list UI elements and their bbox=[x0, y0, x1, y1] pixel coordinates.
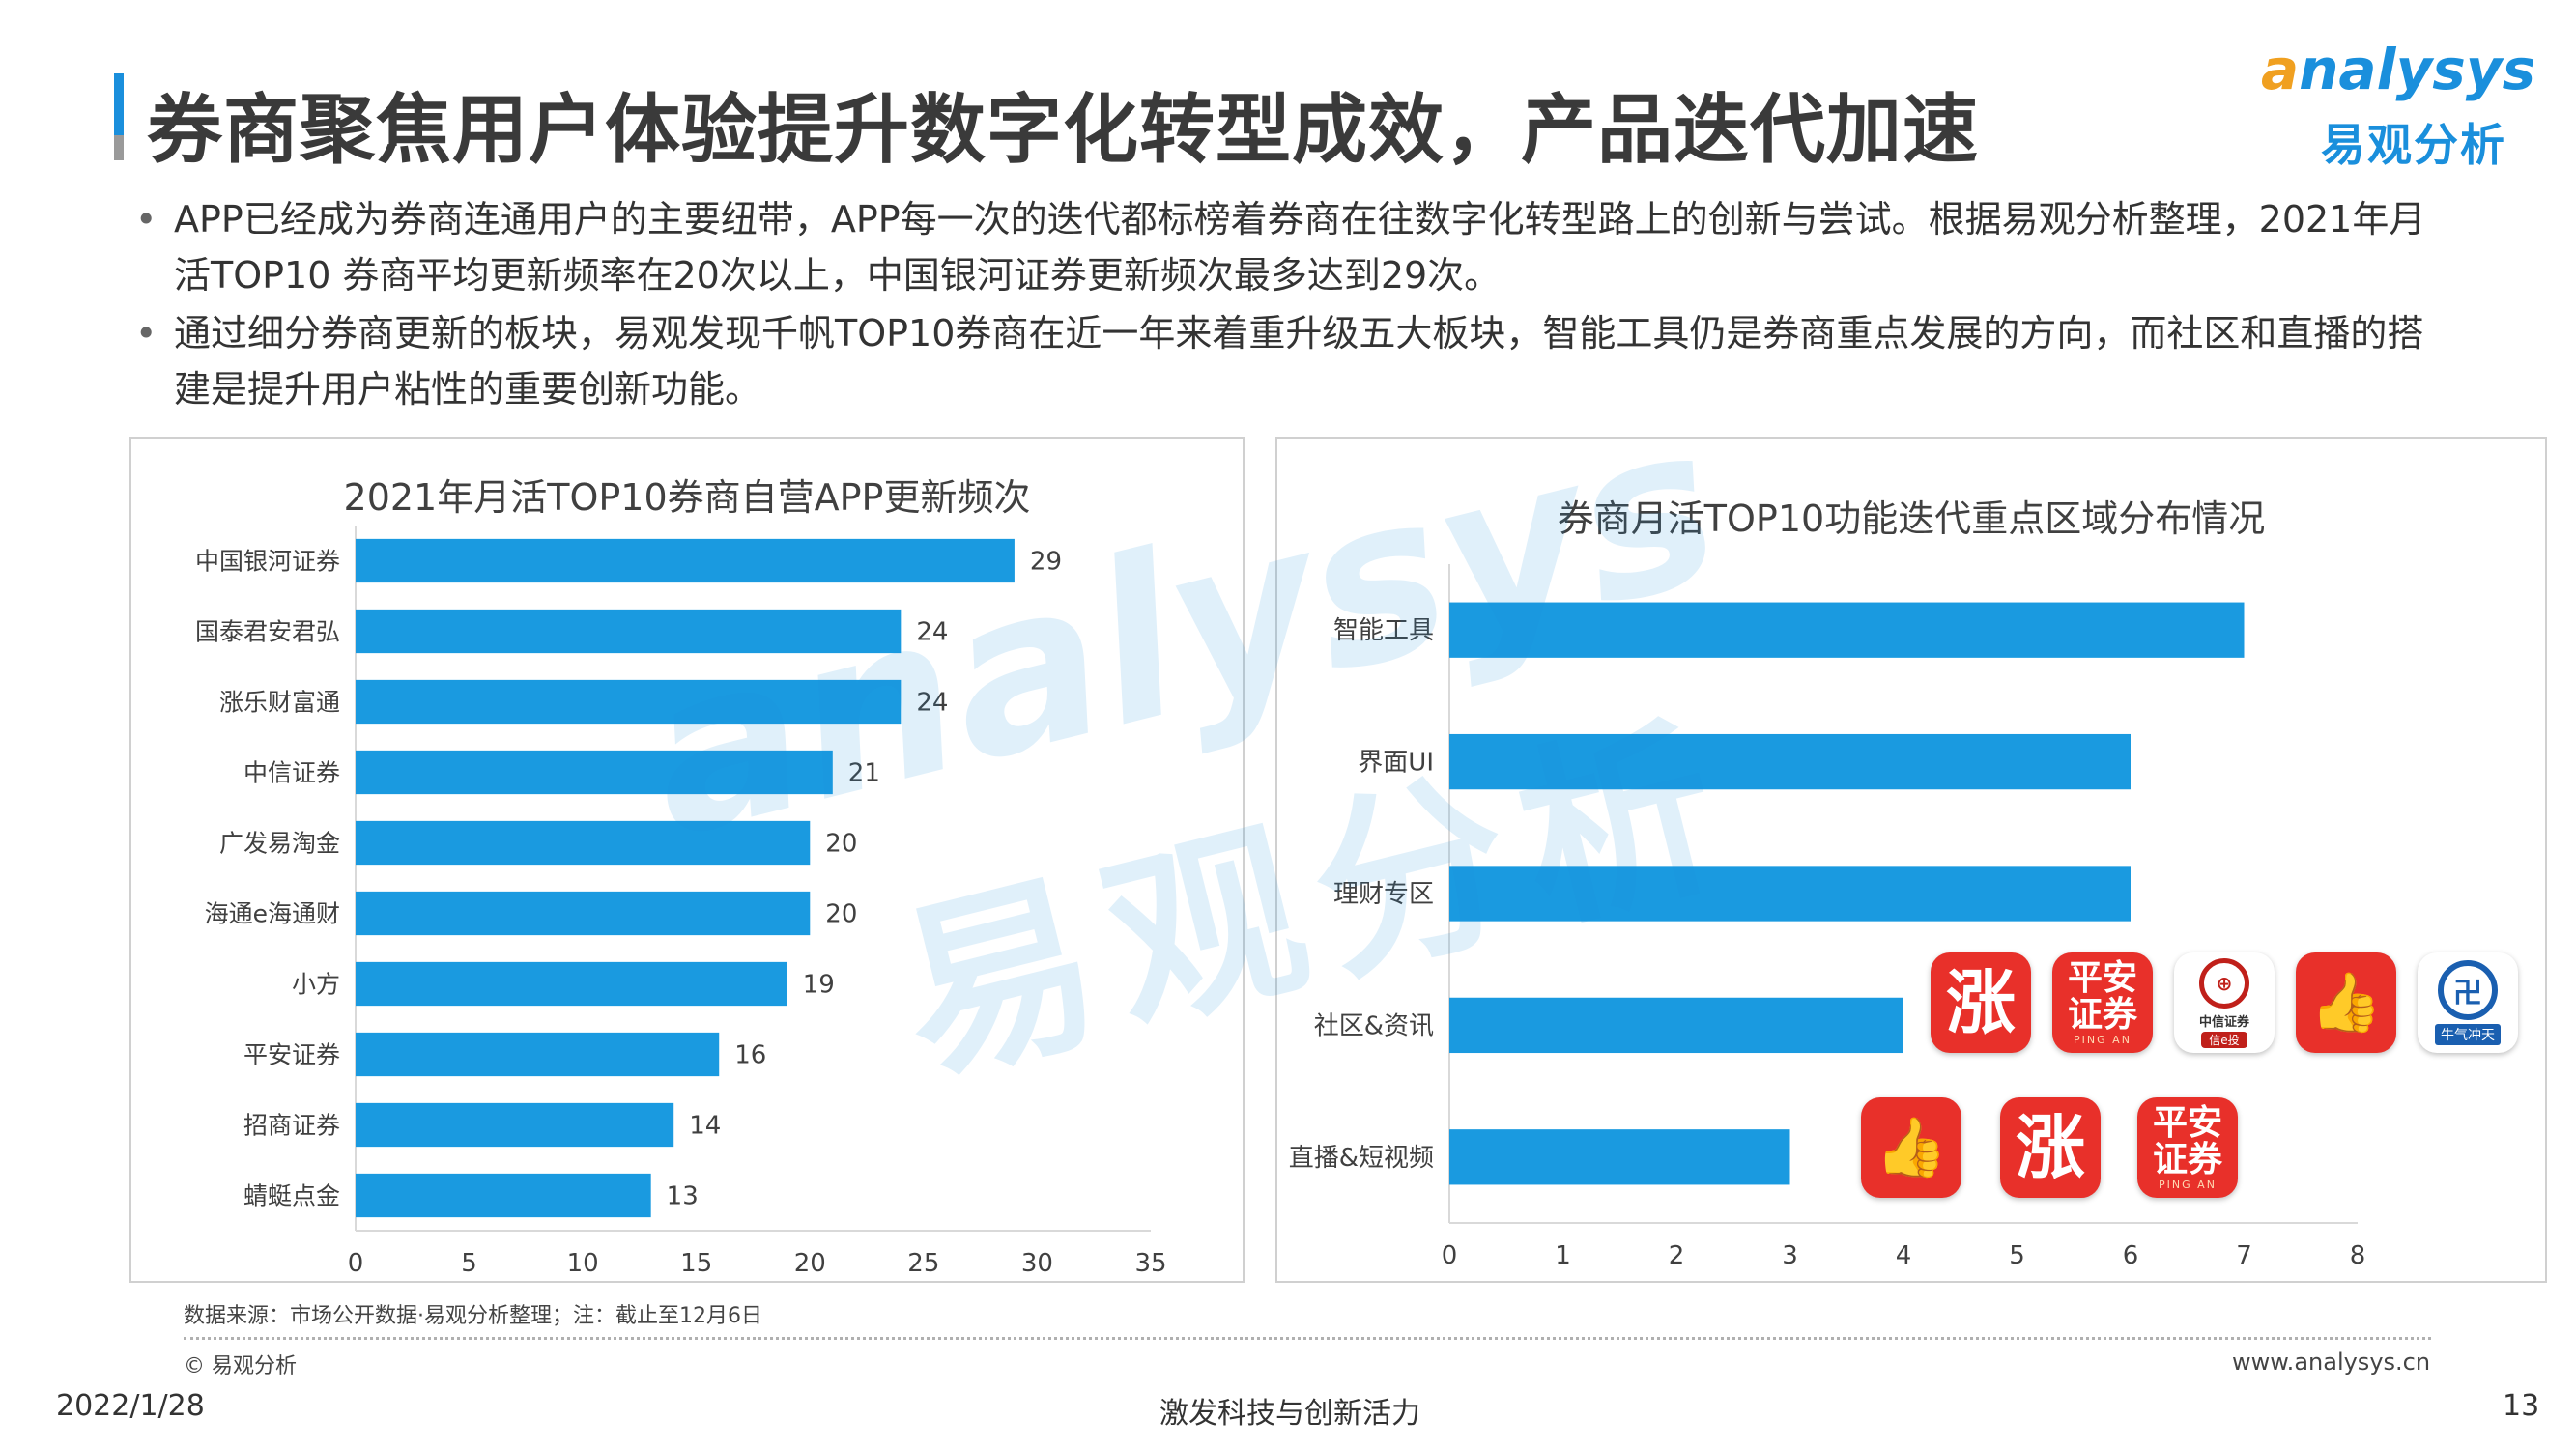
category-label: 国泰君安君弘 bbox=[195, 618, 340, 646]
bar bbox=[356, 961, 787, 1007]
category-label: 直播&短视频 bbox=[1289, 1144, 1434, 1173]
bar bbox=[356, 750, 833, 795]
category-label: 蜻蜓点金 bbox=[243, 1182, 340, 1210]
category-label: 小方 bbox=[292, 971, 340, 999]
bar bbox=[356, 820, 811, 866]
bullet-list: APP已经成为券商连通用户的主要纽带，APP每一次的迭代都标榜着券商在往数字化转… bbox=[135, 191, 2435, 419]
category-label: 海通e海通财 bbox=[205, 900, 340, 928]
page-number: 13 bbox=[2503, 1389, 2540, 1423]
divider bbox=[184, 1337, 2431, 1340]
website-link: www.analysys.cn bbox=[2232, 1349, 2431, 1376]
category-label: 广发易淘金 bbox=[219, 830, 340, 858]
footer-date: 2022/1/28 bbox=[56, 1389, 205, 1423]
tick-label: 5 bbox=[2009, 1241, 2025, 1270]
chart-panel-update-frequency: 2021年月活TOP10券商自营APP更新频次 中国银河证券 29 国泰君安君弘 24… bbox=[129, 437, 1245, 1283]
bullet-item: APP已经成为券商连通用户的主要纽带，APP每一次的迭代都标榜着券商在往数字化转… bbox=[135, 191, 2435, 303]
bar bbox=[356, 538, 1015, 583]
tick-label: 8 bbox=[2350, 1241, 2366, 1270]
data-source: 数据来源：市场公开数据·易观分析整理；注：截止至12月6日 bbox=[184, 1304, 762, 1328]
category-label: 中信证券 bbox=[243, 759, 340, 787]
analysys-logo: analysys 易观分析 bbox=[2261, 37, 2536, 172]
citic-icon: ⊕ 中信证券 信e投 bbox=[2174, 952, 2275, 1053]
bar bbox=[1449, 602, 2245, 658]
tick-label: 3 bbox=[1782, 1241, 1798, 1270]
data-label: 21 bbox=[848, 759, 880, 788]
huaxi-icon: 卍 牛气冲天 bbox=[2418, 952, 2518, 1053]
title-accent-bar bbox=[114, 73, 124, 160]
data-label: 19 bbox=[803, 971, 835, 1000]
tick-label: 0 bbox=[348, 1249, 364, 1278]
category-label: 涨乐财富通 bbox=[219, 689, 340, 717]
page-title: 券商聚焦用户体验提升数字化转型成效，产品迭代加速 bbox=[147, 87, 1980, 174]
bar bbox=[1449, 866, 2131, 922]
category-label: 招商证券 bbox=[243, 1112, 340, 1140]
category-label: 社区&资讯 bbox=[1314, 1011, 1434, 1040]
bar bbox=[1449, 733, 2131, 790]
bar bbox=[356, 1102, 674, 1148]
category-label: 理财专区 bbox=[1333, 880, 1434, 909]
tick-label: 30 bbox=[1021, 1249, 1053, 1278]
tick-label: 15 bbox=[680, 1249, 712, 1278]
bar bbox=[356, 609, 902, 654]
bar bbox=[356, 1032, 720, 1077]
tick-label: 10 bbox=[567, 1249, 599, 1278]
category-label: 智能工具 bbox=[1333, 616, 1434, 645]
bar bbox=[356, 1173, 651, 1218]
chart-title: 2021年月活TOP10券商自营APP更新频次 bbox=[343, 476, 1031, 519]
tick-label: 2 bbox=[1669, 1241, 1685, 1270]
data-label: 14 bbox=[689, 1112, 721, 1141]
title-accent-bar-grey bbox=[114, 135, 124, 160]
data-label: 16 bbox=[734, 1041, 766, 1070]
category-label: 中国银河证券 bbox=[195, 548, 340, 576]
data-label: 24 bbox=[916, 618, 948, 647]
thumb-icon: 👍 bbox=[1861, 1097, 1961, 1198]
bar bbox=[356, 891, 811, 936]
logo-cn: 易观分析 bbox=[2321, 119, 2506, 171]
bar-chart-update-frequency: 中国银河证券 29 国泰君安君弘 24 涨乐财富通 24 中信证券 21 广发易淘金 20 海通e海… bbox=[195, 526, 1167, 1278]
tick-label: 20 bbox=[794, 1249, 826, 1278]
bullet-item: 通过细分券商更新的板块，易观发现千帆TOP10券商在近一年来着重升级五大板块，智… bbox=[135, 305, 2435, 417]
tick-label: 7 bbox=[2236, 1241, 2252, 1270]
tick-label: 0 bbox=[1442, 1241, 1458, 1270]
data-label: 13 bbox=[667, 1182, 699, 1211]
category-label: 界面UI bbox=[1358, 749, 1434, 778]
copyright: © 易观分析 bbox=[184, 1354, 297, 1378]
bar bbox=[1449, 1129, 1790, 1185]
footer-slogan: 激发科技与创新活力 bbox=[1159, 1397, 1420, 1431]
tick-label: 6 bbox=[2123, 1241, 2139, 1270]
data-label: 20 bbox=[825, 900, 857, 929]
tick-label: 4 bbox=[1896, 1241, 1912, 1270]
chart-panel-feature-areas: 券商月活TOP10功能迭代重点区域分布情况 智能工具界面UI 理财专区社区&资讯直… bbox=[1275, 437, 2547, 1283]
category-label: 平安证券 bbox=[243, 1041, 340, 1069]
bar bbox=[1449, 997, 1903, 1054]
data-label: 20 bbox=[825, 830, 857, 859]
chart-title: 券商月活TOP10功能迭代重点区域分布情况 bbox=[1557, 497, 2266, 540]
logo-en: analysys bbox=[2261, 37, 2536, 102]
tick-label: 25 bbox=[907, 1249, 939, 1278]
tick-label: 5 bbox=[461, 1249, 477, 1278]
zhangle-icon: 涨 bbox=[1931, 952, 2031, 1053]
pingan-icon: 平安 证券 PING AN bbox=[2052, 952, 2153, 1053]
pingan-icon: 平安 证券 PING AN bbox=[2137, 1097, 2238, 1198]
bar bbox=[356, 679, 902, 724]
tick-label: 35 bbox=[1134, 1249, 1166, 1278]
zhangle-icon: 涨 bbox=[2000, 1097, 2101, 1198]
data-label: 24 bbox=[916, 689, 948, 718]
tick-label: 1 bbox=[1555, 1241, 1571, 1270]
data-label: 29 bbox=[1030, 548, 1062, 577]
thumb-icon: 👍 bbox=[2296, 952, 2396, 1053]
